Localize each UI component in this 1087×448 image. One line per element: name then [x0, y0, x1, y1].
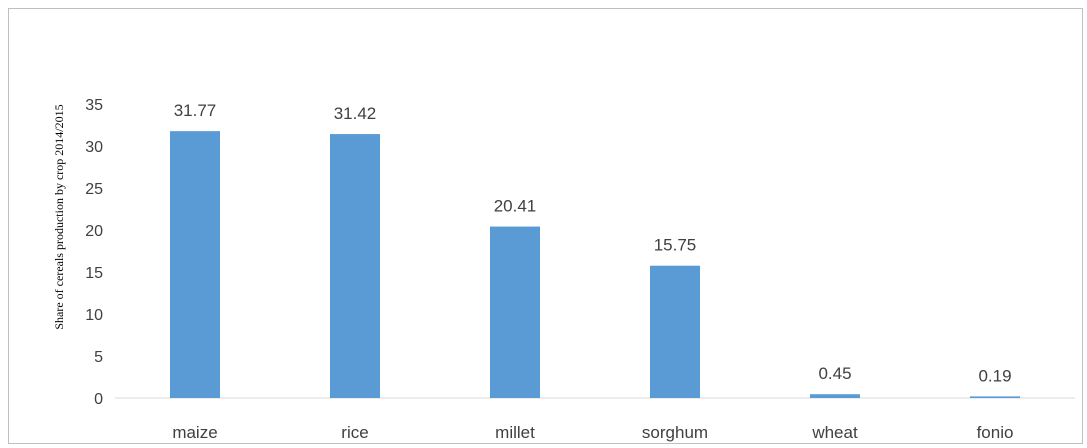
bar-millet [490, 226, 540, 398]
category-label-rice: rice [341, 423, 368, 442]
y-tick-label: 5 [94, 349, 103, 366]
y-tick-label: 30 [85, 139, 103, 156]
y-tick-label: 20 [85, 223, 103, 240]
x-axis: maize rice millet sorghum wheat fonio [172, 423, 1013, 442]
data-label-millet: 20.41 [494, 197, 537, 216]
category-label-sorghum: sorghum [642, 423, 708, 442]
y-tick-label: 10 [85, 307, 103, 324]
data-labels: 31.77 31.42 20.41 15.75 0.45 0.19 [174, 101, 1012, 385]
y-tick-label: 0 [94, 391, 103, 408]
y-tick-label: 15 [85, 265, 103, 282]
bars [170, 131, 1020, 398]
category-label-millet: millet [495, 423, 535, 442]
y-axis-title: Share of cereals production by crop 2014… [52, 104, 66, 329]
y-axis: 0 5 10 15 20 25 30 35 [85, 97, 103, 408]
bar-sorghum [650, 265, 700, 398]
data-label-rice: 31.42 [334, 104, 377, 123]
data-label-sorghum: 15.75 [654, 236, 697, 255]
data-label-wheat: 0.45 [818, 364, 851, 383]
y-tick-label: 25 [85, 181, 103, 198]
category-label-fonio: fonio [977, 423, 1014, 442]
category-label-wheat: wheat [811, 423, 858, 442]
category-label-maize: maize [172, 423, 217, 442]
bar-fonio [970, 396, 1020, 398]
bar-maize [170, 131, 220, 398]
bar-wheat [810, 394, 860, 398]
data-label-fonio: 0.19 [978, 366, 1011, 385]
data-label-maize: 31.77 [174, 101, 217, 120]
bar-rice [330, 134, 380, 398]
y-tick-label: 35 [85, 97, 103, 114]
